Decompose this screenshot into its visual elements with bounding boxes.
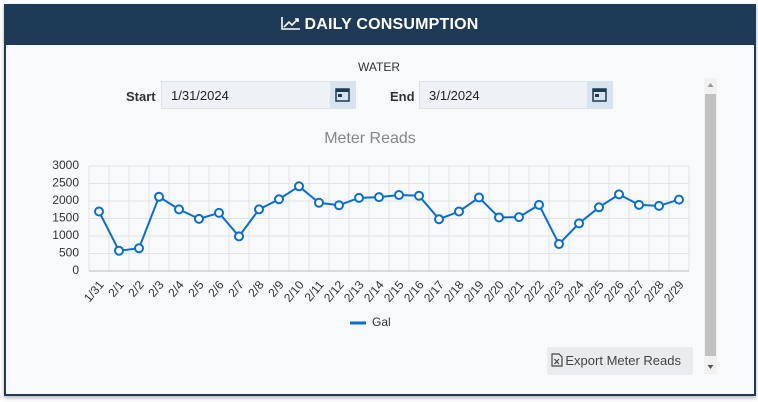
x-tick-label: 2/19 (461, 278, 487, 305)
point (674, 194, 684, 205)
chart: Meter Reads 0 500 1000 1500 2000 2500 3000 1/31… (52, 130, 690, 329)
point (154, 191, 164, 202)
point (254, 204, 264, 215)
point (614, 189, 624, 200)
x-tick-label: 2/13 (341, 278, 367, 305)
x-tick-label: 2/25 (581, 278, 607, 305)
x-tick-label: 2/24 (561, 278, 587, 305)
y-tick-label: 1000 (52, 228, 79, 242)
header-title: DAILY CONSUMPTION (4, 16, 756, 34)
x-tick-label: 2/5 (185, 278, 207, 300)
start-calendar-button[interactable] (330, 82, 355, 108)
end-calendar-button[interactable] (587, 82, 612, 108)
x-tick-label: 2/28 (641, 278, 667, 305)
header-text: DAILY CONSUMPTION (304, 16, 479, 33)
point (334, 200, 344, 211)
point (454, 206, 464, 217)
start-value: 1/31/2024 (171, 88, 229, 103)
point (434, 214, 444, 225)
point (314, 197, 324, 208)
point (394, 190, 404, 201)
end-label: End (390, 89, 415, 104)
x-tick-label: 2/10 (281, 278, 307, 305)
y-tick-label: 2000 (52, 193, 79, 207)
point (554, 239, 564, 250)
point (414, 190, 424, 201)
point (494, 212, 504, 223)
point (534, 199, 544, 210)
export-text: Export Meter Reads (565, 353, 681, 368)
x-tick-label: 2/20 (481, 278, 507, 305)
point (654, 200, 664, 211)
point (134, 243, 144, 254)
calendar-icon (335, 88, 350, 102)
x-tick-label: 2/22 (521, 278, 547, 305)
y-tick-label: 3000 (52, 158, 79, 172)
point (574, 218, 584, 229)
section-label: WATER (358, 60, 400, 74)
point (94, 206, 104, 217)
legend-label: Gal (372, 315, 391, 329)
x-tick-label: 2/6 (205, 278, 227, 300)
y-tick-label: 0 (72, 263, 79, 277)
start-input[interactable]: 1/31/2024 (161, 81, 356, 109)
x-tick-label: 2/21 (501, 278, 527, 305)
x-tick-label: 2/14 (361, 278, 387, 305)
point (234, 231, 244, 242)
point (594, 202, 604, 213)
y-tick-label: 2500 (52, 176, 79, 190)
start-label: Start (126, 89, 156, 104)
x-tick-label: 2/15 (381, 278, 407, 305)
x-tick-label: 2/11 (302, 278, 327, 304)
y-tick-label: 500 (59, 246, 79, 260)
x-tick-label: 2/3 (145, 278, 167, 300)
chart-title: Meter Reads (324, 130, 416, 147)
point (474, 192, 484, 203)
x-tick-label: 2/17 (421, 278, 447, 305)
x-tick-label: 2/26 (601, 278, 627, 305)
x-tick-label: 2/27 (621, 278, 647, 305)
x-tick-label: 1/31 (81, 278, 107, 305)
x-tick-label: 2/2 (125, 278, 147, 300)
export-button[interactable]: Export Meter Reads (547, 347, 693, 375)
point (634, 199, 644, 210)
point (294, 181, 304, 192)
x-tick-label: 2/7 (225, 278, 247, 300)
file-icon (551, 353, 563, 367)
x-tick-label: 2/16 (401, 278, 427, 305)
calendar-icon (592, 88, 607, 102)
x-tick-label: 2/12 (321, 278, 347, 305)
x-tick-label: 2/4 (165, 278, 187, 300)
trend-icon (281, 17, 301, 30)
end-value: 3/1/2024 (429, 88, 480, 103)
point (274, 194, 284, 205)
scrollbar[interactable] (704, 78, 717, 374)
point (374, 192, 384, 203)
point (194, 213, 204, 224)
end-input[interactable]: 3/1/2024 (419, 81, 613, 109)
scroll-thumb[interactable] (705, 94, 716, 356)
x-tick-label: 2/18 (441, 278, 467, 305)
x-tick-label: 2/23 (541, 278, 567, 305)
header: DAILY CONSUMPTION (4, 4, 756, 45)
scroll-arrows (707, 83, 714, 369)
point (174, 204, 184, 215)
point (214, 207, 224, 218)
point (114, 245, 124, 256)
x-tick-label: 2/29 (661, 278, 687, 305)
y-tick-label: 1500 (52, 211, 79, 225)
x-tick-label: 2/1 (105, 278, 127, 300)
point (514, 212, 524, 223)
point (354, 192, 364, 203)
x-tick-label: 2/8 (245, 278, 267, 300)
